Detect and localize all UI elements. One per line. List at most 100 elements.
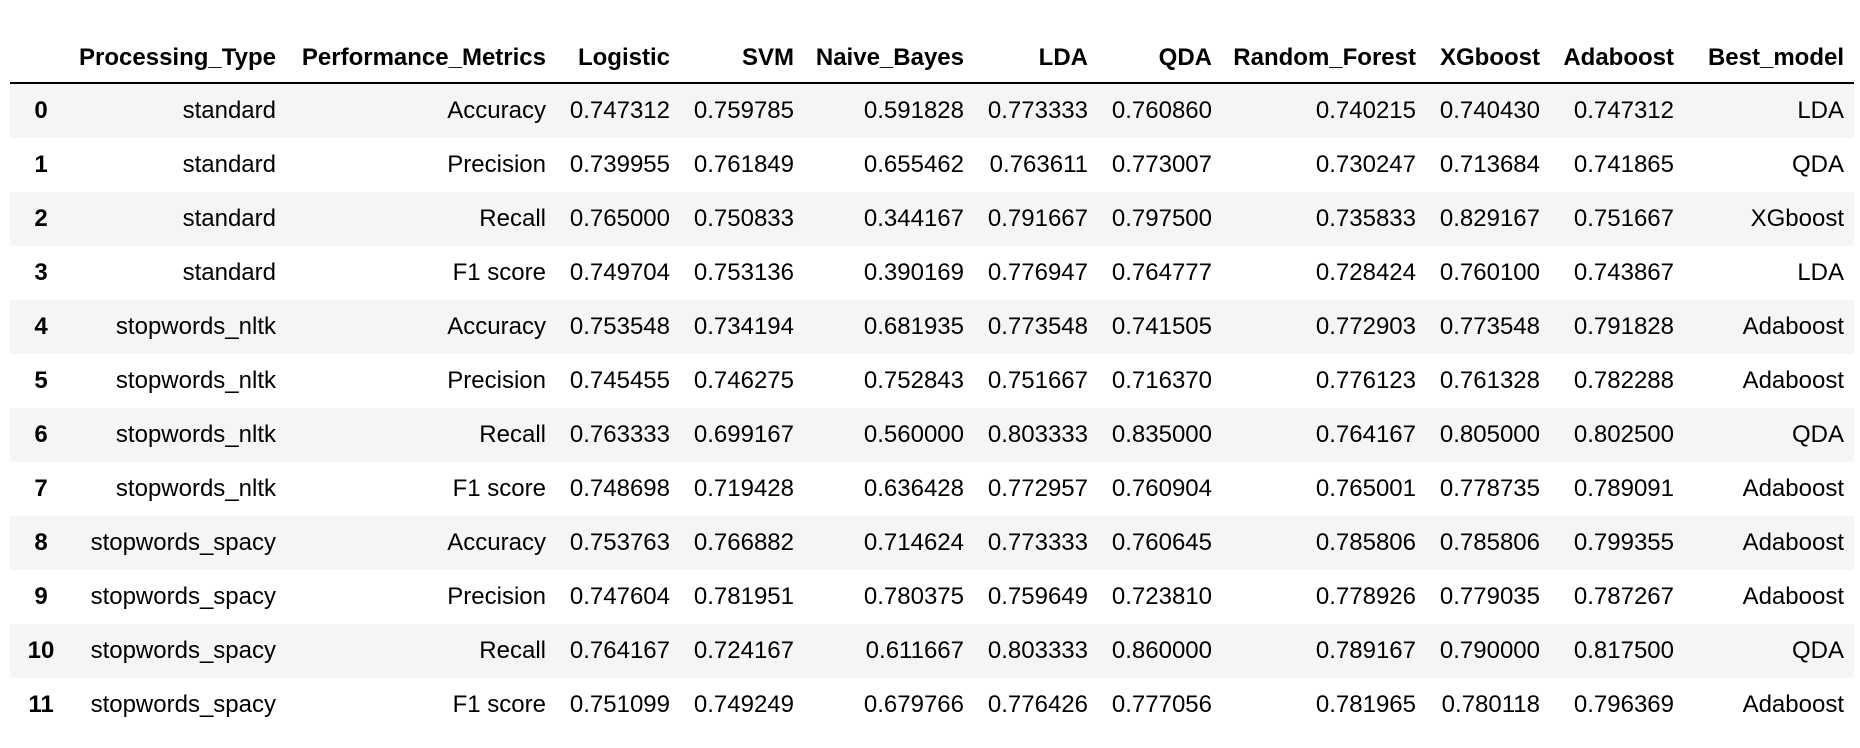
svm-cell: 0.753136 bbox=[693, 259, 794, 286]
performance-metric-cell: Recall bbox=[479, 421, 546, 448]
qda-cell: 0.835000 bbox=[1111, 421, 1212, 448]
row-index-cell: 2 bbox=[34, 205, 48, 232]
header-svm: SVM bbox=[680, 34, 804, 84]
random-forest-cell: 0.781965 bbox=[1315, 691, 1416, 718]
qda-cell: 0.764777 bbox=[1111, 259, 1212, 286]
processing-type-cell: stopwords_spacy bbox=[90, 529, 276, 556]
xgboost-cell: 0.760100 bbox=[1439, 259, 1540, 286]
header-index bbox=[10, 34, 72, 84]
performance-metric-cell: Accuracy bbox=[447, 529, 546, 556]
logistic-cell: 0.764167 bbox=[569, 637, 670, 664]
table-row: 5 stopwords_nltk Precision 0.745455 0.746275… bbox=[10, 354, 1854, 408]
random-forest-cell: 0.778926 bbox=[1315, 583, 1416, 610]
best-model-cell: Adaboost bbox=[1742, 691, 1844, 718]
logistic-cell: 0.763333 bbox=[569, 421, 670, 448]
xgboost-cell: 0.790000 bbox=[1439, 637, 1540, 664]
xgboost-cell: 0.779035 bbox=[1439, 583, 1540, 610]
xgboost-cell: 0.780118 bbox=[1441, 691, 1540, 718]
table-row: 2 standard Recall 0.765000 0.750833 0.344167 0… bbox=[10, 192, 1854, 246]
adaboost-cell: 0.799355 bbox=[1573, 529, 1674, 556]
lda-cell: 0.791667 bbox=[987, 205, 1088, 232]
random-forest-cell: 0.785806 bbox=[1315, 529, 1416, 556]
performance-metric-cell: F1 score bbox=[452, 259, 546, 286]
naive-bayes-cell: 0.560000 bbox=[863, 421, 964, 448]
processing-type-cell: standard bbox=[182, 151, 276, 178]
best-model-cell: Adaboost bbox=[1742, 583, 1844, 610]
header-logistic: Logistic bbox=[556, 34, 680, 84]
adaboost-cell: 0.796369 bbox=[1573, 691, 1674, 718]
table-row: 1 standard Precision 0.739955 0.761849 0.6554… bbox=[10, 138, 1854, 192]
table-header: Processing_Type Performance_Metrics Logi… bbox=[10, 34, 1854, 84]
random-forest-cell: 0.740215 bbox=[1315, 97, 1416, 124]
qda-cell: 0.741505 bbox=[1111, 313, 1212, 340]
qda-cell: 0.723810 bbox=[1111, 583, 1212, 610]
adaboost-cell: 0.802500 bbox=[1573, 421, 1674, 448]
header-naive-bayes: Naive_Bayes bbox=[804, 34, 974, 84]
random-forest-cell: 0.776123 bbox=[1315, 367, 1416, 394]
table-row: 8 stopwords_spacy Accuracy 0.753763 0.766882… bbox=[10, 516, 1854, 570]
logistic-cell: 0.747604 bbox=[569, 583, 670, 610]
best-model-cell: LDA bbox=[1797, 97, 1844, 124]
lda-cell: 0.751667 bbox=[987, 367, 1088, 394]
processing-type-cell: stopwords_spacy bbox=[90, 583, 276, 610]
xgboost-cell: 0.805000 bbox=[1439, 421, 1540, 448]
table-body: 0 standard Accuracy 0.747312 0.759785 0.59182… bbox=[10, 83, 1854, 732]
naive-bayes-cell: 0.780375 bbox=[863, 583, 964, 610]
table-row: 3 standard F1 score 0.749704 0.753136 0.39016… bbox=[10, 246, 1854, 300]
logistic-cell: 0.745455 bbox=[569, 367, 670, 394]
lda-cell: 0.776426 bbox=[987, 691, 1088, 718]
lda-cell: 0.773548 bbox=[987, 313, 1088, 340]
performance-metric-cell: Precision bbox=[447, 583, 546, 610]
naive-bayes-cell: 0.636428 bbox=[863, 475, 964, 502]
adaboost-cell: 0.791828 bbox=[1573, 313, 1674, 340]
lda-cell: 0.772957 bbox=[987, 475, 1088, 502]
adaboost-cell: 0.789091 bbox=[1573, 475, 1674, 502]
best-model-cell: QDA bbox=[1791, 151, 1844, 178]
naive-bayes-cell: 0.752843 bbox=[863, 367, 964, 394]
performance-metric-cell: Accuracy bbox=[447, 313, 546, 340]
best-model-cell: QDA bbox=[1791, 637, 1844, 664]
random-forest-cell: 0.728424 bbox=[1315, 259, 1416, 286]
logistic-cell: 0.749704 bbox=[569, 259, 670, 286]
header-adaboost: Adaboost bbox=[1550, 34, 1684, 84]
processing-type-cell: stopwords_nltk bbox=[115, 475, 276, 502]
processing-type-cell: stopwords_nltk bbox=[115, 313, 276, 340]
xgboost-cell: 0.740430 bbox=[1439, 97, 1540, 124]
processing-type-cell: standard bbox=[182, 205, 276, 232]
table-row: 9 stopwords_spacy Precision 0.747604 0.78195… bbox=[10, 570, 1854, 624]
svm-cell: 0.766882 bbox=[693, 529, 794, 556]
logistic-cell: 0.751099 bbox=[569, 691, 670, 718]
header-lda: LDA bbox=[974, 34, 1098, 84]
svm-cell: 0.724167 bbox=[693, 637, 794, 664]
best-model-cell: Adaboost bbox=[1742, 313, 1844, 340]
processing-type-cell: stopwords_spacy bbox=[90, 691, 276, 718]
row-index-cell: 1 bbox=[34, 151, 48, 178]
performance-metric-cell: F1 score bbox=[452, 475, 546, 502]
lda-cell: 0.776947 bbox=[987, 259, 1088, 286]
lda-cell: 0.773333 bbox=[987, 529, 1088, 556]
naive-bayes-cell: 0.714624 bbox=[863, 529, 964, 556]
logistic-cell: 0.747312 bbox=[569, 97, 670, 124]
row-index-cell: 11 bbox=[28, 691, 54, 718]
row-index-cell: 8 bbox=[34, 529, 48, 556]
row-index-cell: 5 bbox=[34, 367, 48, 394]
header-best-model: Best_model bbox=[1684, 34, 1854, 84]
svm-cell: 0.746275 bbox=[693, 367, 794, 394]
naive-bayes-cell: 0.611667 bbox=[865, 637, 964, 664]
naive-bayes-cell: 0.681935 bbox=[863, 313, 964, 340]
processing-type-cell: standard bbox=[182, 259, 276, 286]
svm-cell: 0.781951 bbox=[693, 583, 794, 610]
row-index-cell: 9 bbox=[34, 583, 48, 610]
xgboost-cell: 0.761328 bbox=[1439, 367, 1540, 394]
processing-type-cell: stopwords_nltk bbox=[115, 421, 276, 448]
logistic-cell: 0.765000 bbox=[569, 205, 670, 232]
qda-cell: 0.716370 bbox=[1111, 367, 1212, 394]
best-model-cell: Adaboost bbox=[1742, 367, 1844, 394]
header-processing-type: Processing_Type bbox=[72, 34, 286, 84]
header-performance-metrics: Performance_Metrics bbox=[286, 34, 556, 84]
processing-type-cell: stopwords_nltk bbox=[115, 367, 276, 394]
lda-cell: 0.773333 bbox=[987, 97, 1088, 124]
table-row: 7 stopwords_nltk F1 score 0.748698 0.719428 0… bbox=[10, 462, 1854, 516]
svm-cell: 0.750833 bbox=[693, 205, 794, 232]
random-forest-cell: 0.730247 bbox=[1315, 151, 1416, 178]
